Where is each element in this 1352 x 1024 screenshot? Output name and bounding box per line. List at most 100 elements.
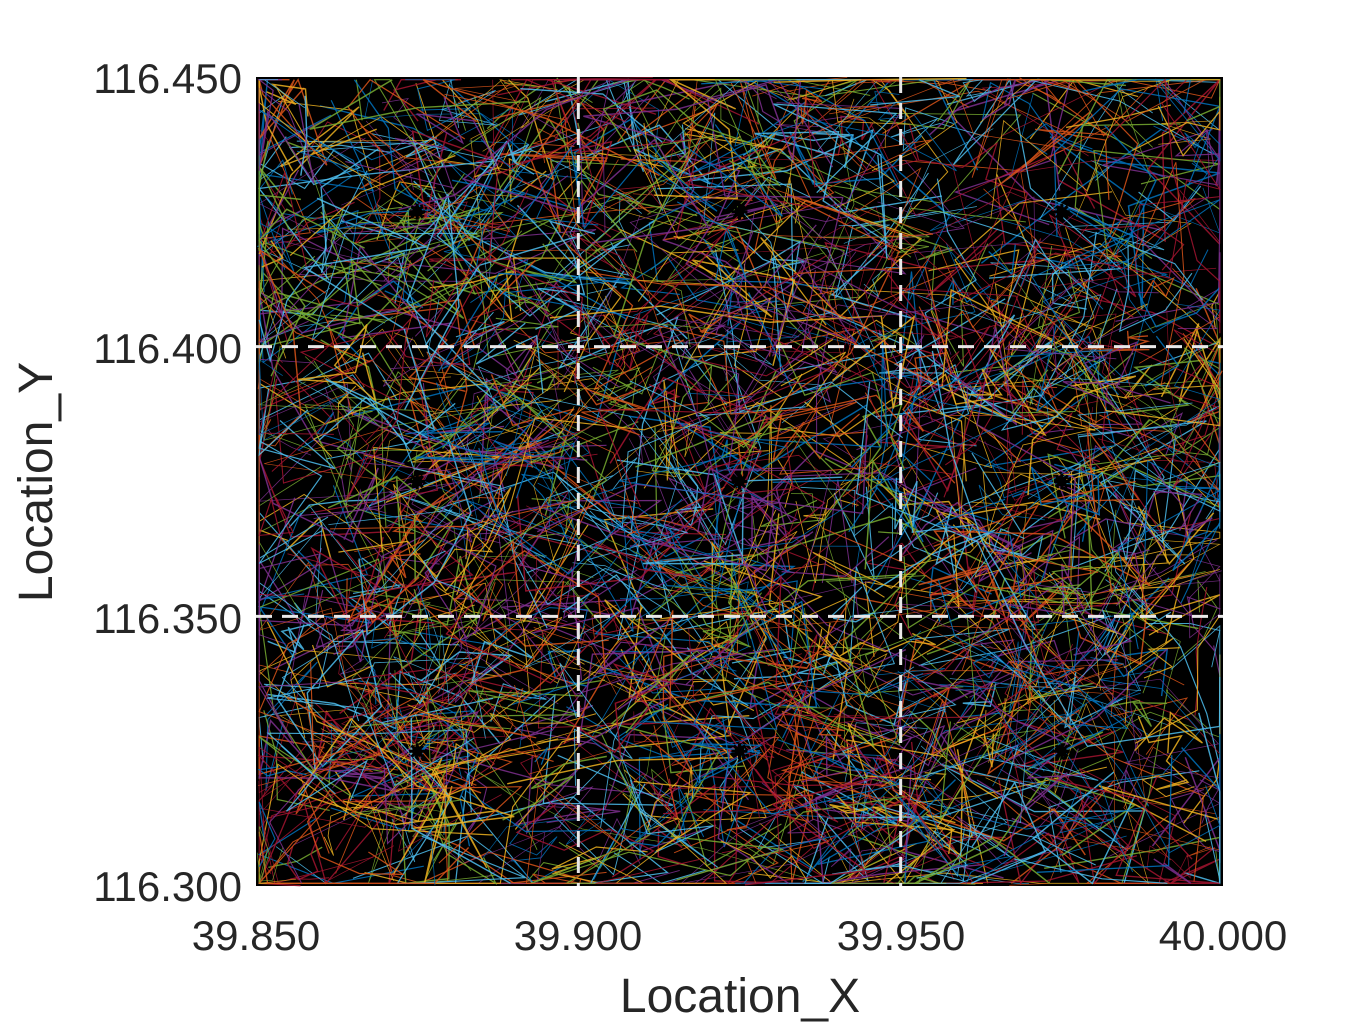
trajectory-line xyxy=(894,380,1054,631)
trajectory-line xyxy=(922,486,1054,579)
trajectory-line xyxy=(1122,261,1192,334)
trajectory-line xyxy=(809,694,921,757)
trajectory-line xyxy=(916,830,981,879)
trajectory-line xyxy=(654,78,753,200)
trajectory-line xyxy=(1106,699,1168,727)
trajectory-line xyxy=(768,711,856,775)
trajectory-line xyxy=(870,79,960,106)
trajectory-line xyxy=(483,225,611,360)
trajectory-line xyxy=(709,442,794,495)
trajectory-line xyxy=(368,186,511,233)
trajectory-line xyxy=(939,721,999,821)
trajectory-line xyxy=(1006,79,1150,137)
trajectory-line xyxy=(326,307,443,416)
trajectory-line xyxy=(538,200,746,271)
trajectory-line xyxy=(358,289,378,303)
trajectory-line xyxy=(433,616,586,684)
trajectory-line xyxy=(654,406,721,563)
trajectory-line xyxy=(1160,323,1221,406)
trajectory-line xyxy=(556,214,641,389)
trajectory-line xyxy=(1182,333,1221,386)
trajectory-line xyxy=(1137,505,1215,566)
trajectory-line xyxy=(851,323,1120,468)
trajectory-line xyxy=(1150,462,1213,534)
trajectory-line xyxy=(896,238,929,254)
trajectory-line xyxy=(904,128,994,220)
trajectory-line xyxy=(789,131,923,185)
trajectory-line xyxy=(257,345,373,441)
trajectory-line xyxy=(827,79,904,115)
trajectory-line xyxy=(445,551,628,684)
trajectory-line xyxy=(817,705,848,737)
trajectory-line xyxy=(356,488,387,514)
trajectory-line xyxy=(430,701,538,850)
trajectory-line xyxy=(458,633,503,678)
trajectory-line xyxy=(841,308,1074,433)
trajectory-line xyxy=(591,604,617,640)
trajectory-line xyxy=(358,719,431,790)
trajectory-line xyxy=(583,81,802,161)
trajectory-line xyxy=(644,458,932,748)
trajectory-line xyxy=(1131,97,1221,157)
trajectory-line xyxy=(338,487,512,596)
trajectory-line xyxy=(348,557,405,627)
trajectory-line xyxy=(513,475,672,605)
trajectory-line xyxy=(352,799,461,817)
trajectory-line xyxy=(502,755,607,821)
trajectory-line xyxy=(533,627,617,695)
trajectory-line xyxy=(742,132,854,169)
trajectory-line xyxy=(475,403,575,530)
trajectory-line xyxy=(259,352,398,401)
trajectory-line xyxy=(518,494,612,590)
trajectory-line xyxy=(897,603,1010,650)
trajectory-line xyxy=(343,679,514,803)
trajectory-line xyxy=(571,369,642,406)
trajectory-line xyxy=(822,622,854,665)
trajectory-line xyxy=(909,647,995,698)
trajectory-line xyxy=(688,128,943,213)
trajectory-line xyxy=(405,135,444,167)
trajectory-line xyxy=(258,718,400,793)
trajectory-line xyxy=(650,583,755,648)
trajectory-line xyxy=(982,79,1017,120)
trajectory-line xyxy=(1170,397,1215,456)
trajectory-line xyxy=(978,484,1045,521)
trajectory-line xyxy=(297,717,515,830)
trajectory-line xyxy=(557,262,693,388)
trajectory-line xyxy=(389,539,426,579)
trajectory-line xyxy=(962,683,997,707)
trajectory-line xyxy=(678,154,778,295)
grid-lines xyxy=(256,77,1223,886)
trajectory-line xyxy=(730,636,768,754)
trajectory-line xyxy=(319,396,456,446)
trajectory-line xyxy=(429,270,517,303)
trajectory-line xyxy=(950,368,980,401)
trajectory-line xyxy=(744,772,953,886)
trajectory-line xyxy=(1030,697,1133,769)
trajectory-line xyxy=(273,566,583,727)
trajectory-line xyxy=(526,478,816,563)
trajectory-line xyxy=(436,382,577,529)
trajectory-line xyxy=(1153,490,1204,531)
trajectory-line xyxy=(259,79,306,109)
trajectory-line xyxy=(1011,466,1096,542)
trajectory-line xyxy=(269,758,328,884)
trajectory-line xyxy=(804,401,868,454)
trajectory-line xyxy=(407,395,608,549)
trajectory-line xyxy=(448,496,505,516)
trajectory-line xyxy=(1188,557,1221,639)
trajectory-line xyxy=(998,219,1128,300)
trajectory-line xyxy=(1204,814,1221,884)
trajectory-line xyxy=(565,662,676,756)
trajectory-line xyxy=(983,534,1044,561)
trajectory-line xyxy=(817,757,929,866)
trajectory-line xyxy=(726,303,856,346)
trajectory-line xyxy=(411,137,626,317)
trajectory-line xyxy=(760,472,913,527)
trajectory-line xyxy=(1058,125,1157,271)
trajectory-line xyxy=(1000,387,1072,431)
trajectory-line xyxy=(871,79,958,172)
trajectory-line xyxy=(878,501,925,535)
trajectory-line xyxy=(448,107,588,180)
trajectory-line xyxy=(258,440,323,564)
